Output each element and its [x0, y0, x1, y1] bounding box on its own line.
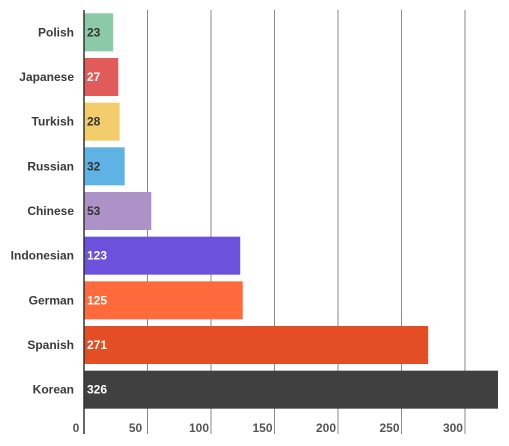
x-tick-label: 100	[189, 421, 209, 435]
category-label: Turkish	[32, 115, 74, 129]
data-label: 23	[87, 25, 101, 39]
x-tick-label: 50	[129, 421, 143, 435]
data-label: 123	[87, 249, 107, 263]
category-label: Spanish	[27, 338, 74, 352]
bar	[84, 13, 114, 52]
category-label: Russian	[27, 159, 74, 173]
data-label: 28	[87, 115, 101, 129]
category-label: Indonesian	[11, 249, 74, 263]
data-label: 27	[87, 70, 101, 84]
category-label: Chinese	[27, 204, 74, 218]
x-tick-label: 0	[73, 421, 80, 435]
data-label: 125	[87, 293, 107, 307]
bar	[84, 192, 152, 230]
bar	[84, 102, 120, 141]
category-label: German	[29, 293, 74, 307]
x-tick-label: 200	[316, 421, 336, 435]
data-label: 53	[87, 204, 101, 218]
bar	[84, 147, 125, 186]
bar	[84, 236, 241, 275]
gridlines	[146, 10, 466, 434]
data-label: 32	[87, 159, 101, 173]
bar	[84, 58, 119, 96]
category-label: Polish	[38, 25, 74, 39]
x-tick-label: 250	[379, 421, 399, 435]
bar	[84, 326, 429, 364]
bar	[84, 370, 498, 409]
data-label: 326	[87, 383, 107, 397]
x-tick-labels: 0 50 100 150 200 250 300	[73, 421, 464, 435]
category-label: Korean	[33, 383, 74, 397]
category-label: Japanese	[19, 70, 74, 84]
x-tick-label: 300	[443, 421, 463, 435]
category-labels: Polish Japanese Turkish Russian Chinese Indon…	[11, 25, 75, 396]
data-label: 271	[87, 338, 107, 352]
bar	[84, 281, 243, 320]
x-tick-label: 150	[252, 421, 272, 435]
data-labels: 23 27 28 32 53 123 125 271 326	[87, 25, 107, 396]
bars	[84, 13, 498, 409]
